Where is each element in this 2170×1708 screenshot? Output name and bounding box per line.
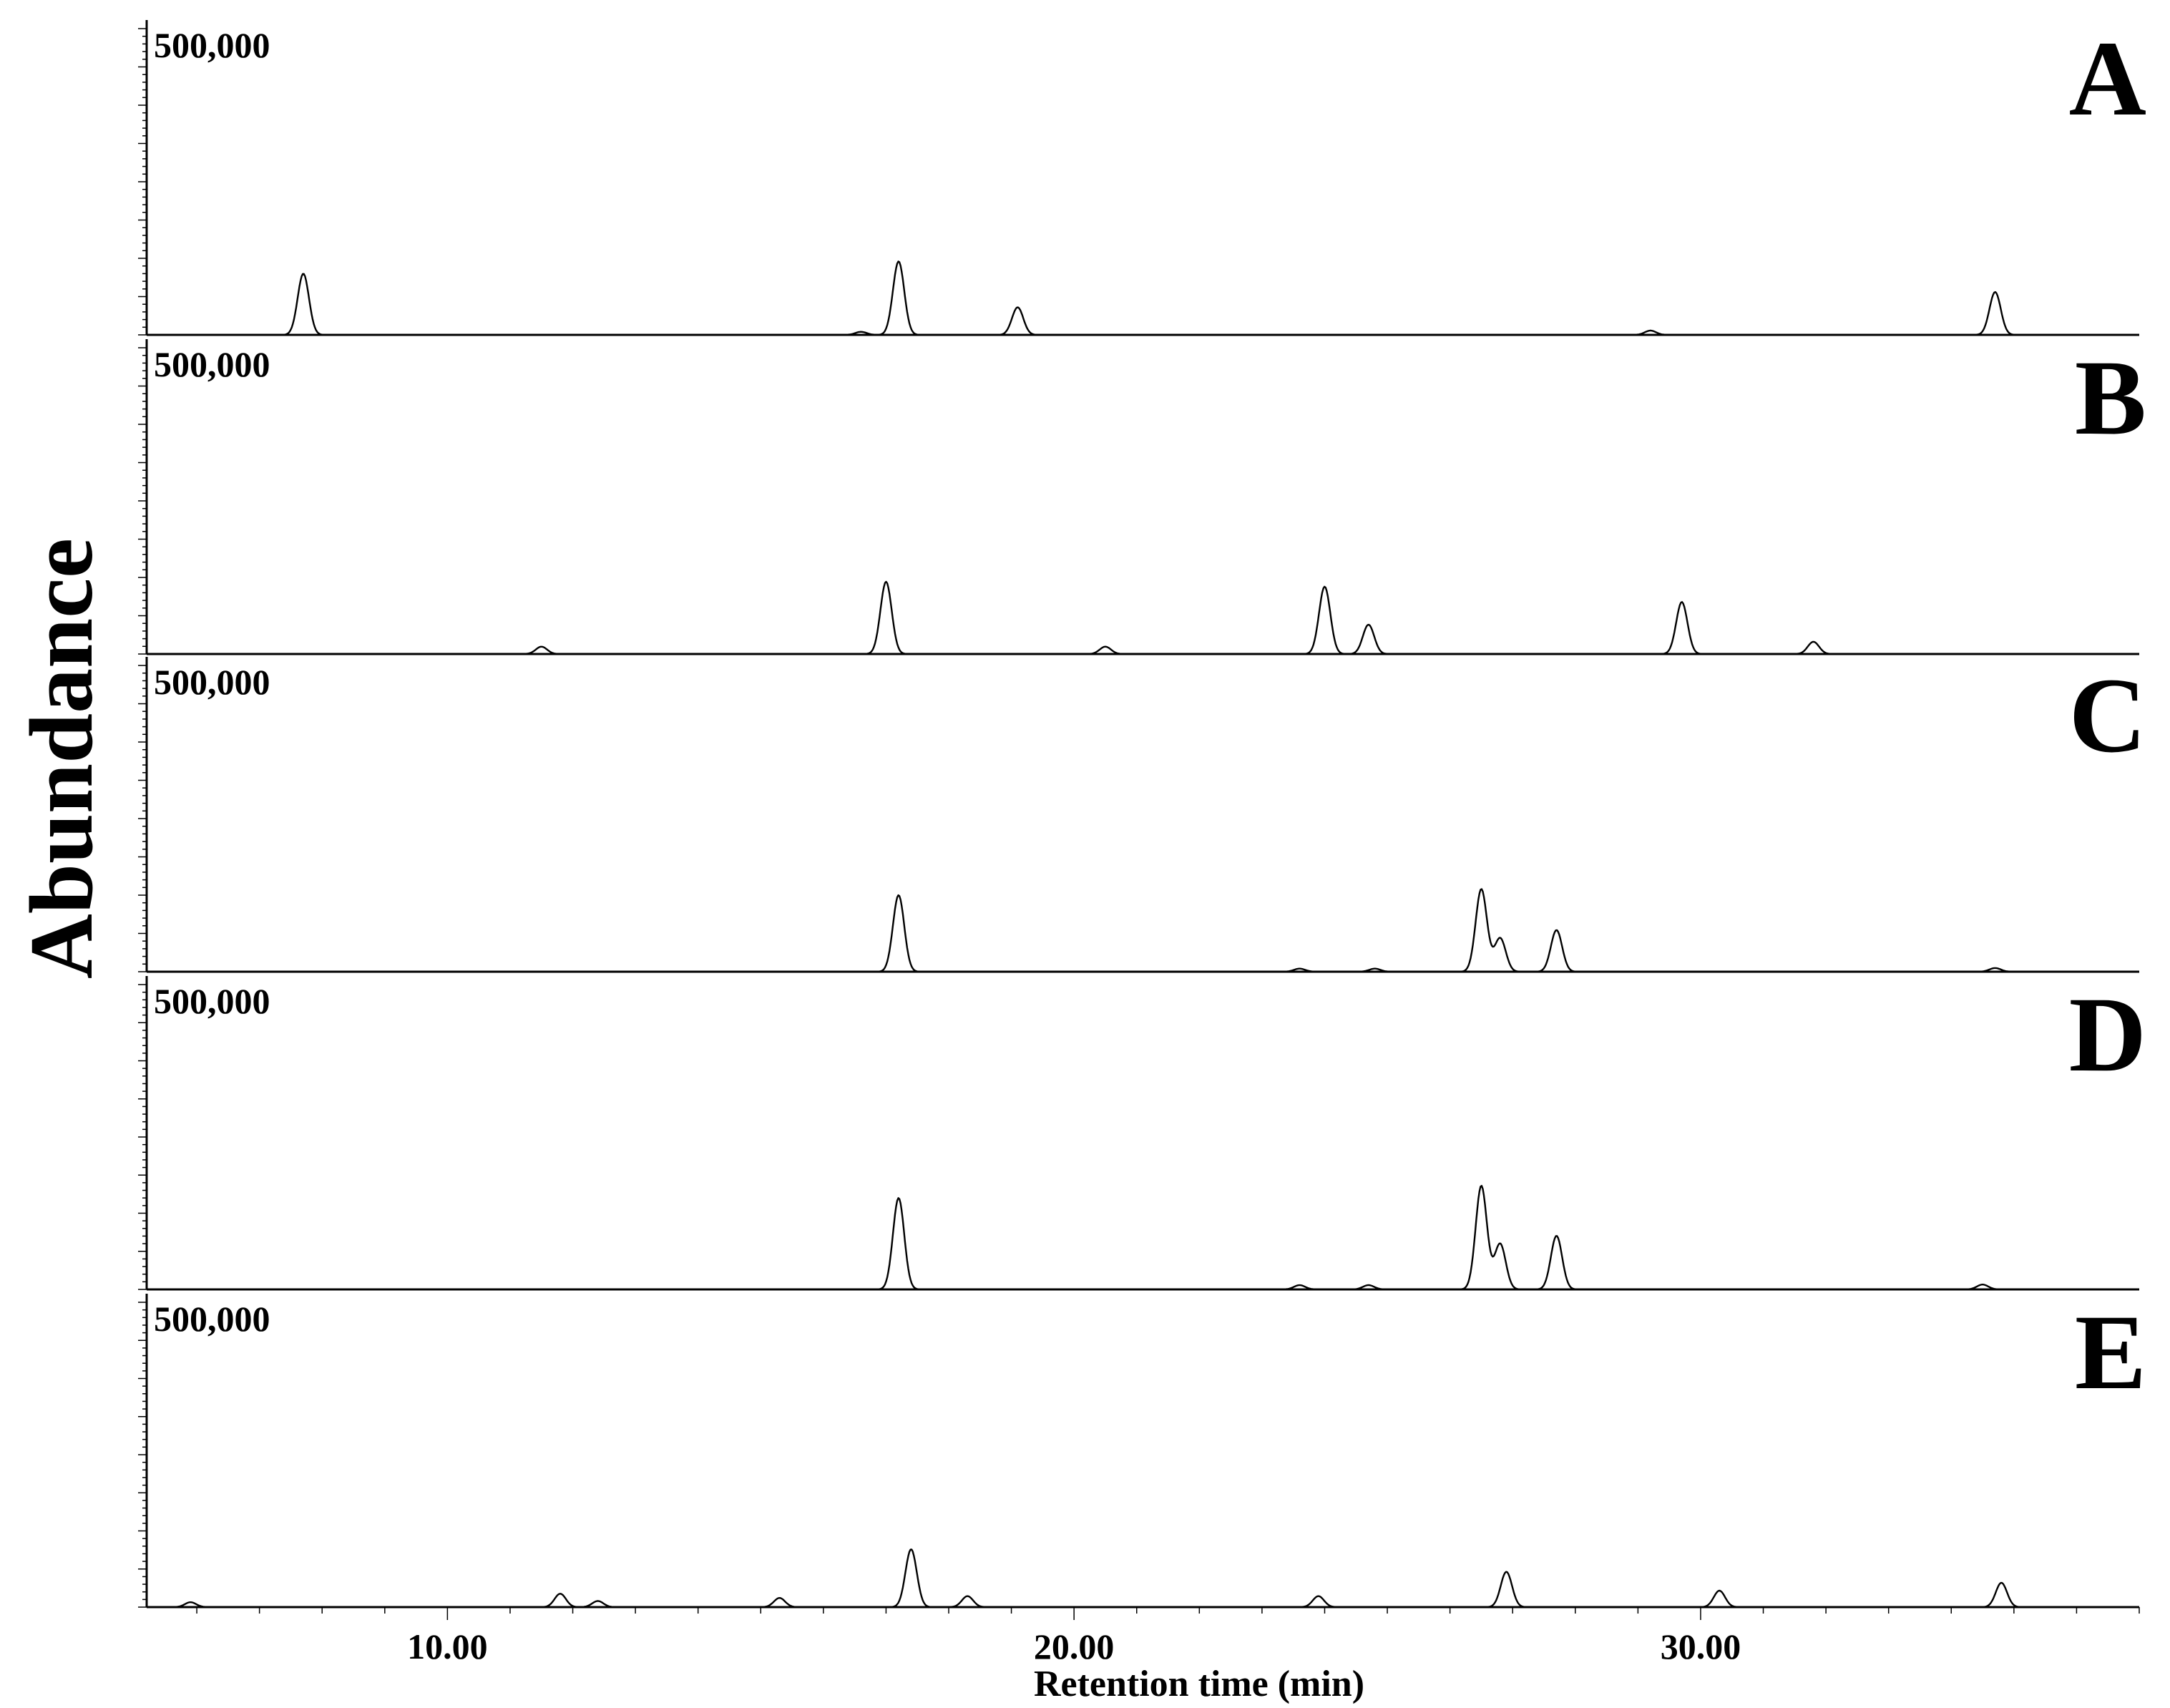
chromatogram-panels: 500,000 A 500,000 B 500,000 C 500,000 D 500,000 E [138,19,2146,1609]
panel-letter: D [2069,975,2146,1094]
panel-a: 500,000 A [138,19,2146,336]
panel-c: 500,000 C [138,656,2146,973]
panel-letter: C [2069,656,2146,775]
x-tick-label: 20.00 [1034,1626,1115,1666]
panel-max-label: 500,000 [154,662,270,702]
chromatogram-trace [147,1185,2139,1291]
panel-e: 500,000 E [138,1293,2146,1609]
panel-b: 500,000 B [138,338,2146,655]
panel-max-label: 500,000 [154,25,270,65]
panel-max-label: 500,000 [154,1299,270,1339]
chromatogram-trace [147,580,2139,655]
panel-letter: A [2069,19,2146,138]
panel-letter: B [2075,338,2146,457]
chromatogram-trace [147,1548,2139,1609]
panel-letter: E [2075,1293,2146,1412]
panel-max-label: 500,000 [154,981,270,1021]
x-tick-label: 30.00 [1661,1626,1741,1666]
y-axis-label: Abundance [12,538,112,979]
x-axis-label: Retention time (min) [1034,1664,1364,1704]
panel-d: 500,000 D [138,975,2146,1291]
chromatogram-trace [147,260,2139,336]
x-tick-label: 10.00 [407,1626,488,1666]
x-axis: 10.00 20.00 30.00 [196,1607,2140,1666]
chromatogram-trace [147,888,2139,973]
panel-max-label: 500,000 [154,344,270,384]
